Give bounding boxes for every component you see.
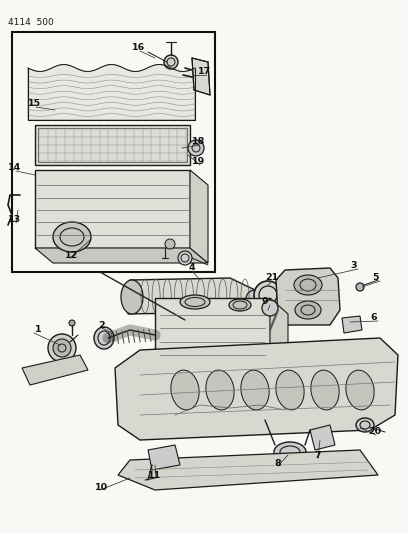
Polygon shape (192, 58, 210, 95)
Circle shape (356, 283, 364, 291)
Ellipse shape (229, 299, 251, 311)
Polygon shape (28, 64, 195, 120)
Ellipse shape (241, 370, 269, 410)
Ellipse shape (294, 275, 322, 295)
Text: 5: 5 (372, 273, 379, 282)
Ellipse shape (206, 370, 234, 410)
Polygon shape (22, 355, 88, 385)
Circle shape (188, 140, 204, 156)
Text: 1: 1 (35, 326, 42, 335)
Text: 10: 10 (95, 482, 108, 491)
Text: 16: 16 (132, 44, 145, 52)
Polygon shape (270, 298, 288, 392)
Ellipse shape (356, 418, 374, 432)
Text: 7: 7 (315, 450, 322, 459)
Text: 13: 13 (8, 215, 21, 224)
Text: 2: 2 (99, 320, 105, 329)
Polygon shape (155, 376, 288, 392)
Ellipse shape (346, 370, 374, 410)
Polygon shape (148, 445, 180, 470)
Text: 21: 21 (265, 273, 279, 282)
Ellipse shape (121, 280, 143, 314)
Text: 4: 4 (188, 263, 195, 272)
Circle shape (69, 320, 75, 326)
Text: 12: 12 (65, 251, 78, 260)
Polygon shape (310, 425, 335, 450)
Text: 15: 15 (28, 100, 41, 109)
Circle shape (178, 251, 192, 265)
Text: 6: 6 (370, 313, 377, 322)
Circle shape (165, 239, 175, 249)
Text: 11: 11 (148, 471, 161, 480)
Circle shape (53, 339, 71, 357)
Ellipse shape (53, 222, 91, 252)
Polygon shape (115, 338, 398, 440)
Circle shape (262, 300, 278, 316)
Text: 4114  500: 4114 500 (8, 18, 54, 27)
Bar (12, 32, 215, 272)
Text: 9: 9 (262, 297, 268, 306)
Polygon shape (35, 248, 208, 263)
Circle shape (48, 334, 76, 362)
Text: 3: 3 (350, 262, 357, 271)
Ellipse shape (94, 327, 114, 349)
Circle shape (164, 55, 178, 69)
Text: 17: 17 (198, 68, 211, 77)
Ellipse shape (180, 295, 210, 309)
Text: 19: 19 (192, 157, 205, 166)
Text: 20: 20 (368, 427, 381, 437)
Bar (38, 128, 187, 162)
Ellipse shape (295, 301, 321, 319)
Ellipse shape (311, 370, 339, 410)
Polygon shape (118, 450, 378, 490)
Bar (35, 170, 190, 248)
Ellipse shape (246, 290, 264, 308)
Text: 18: 18 (192, 138, 205, 147)
Polygon shape (128, 278, 255, 314)
Ellipse shape (171, 370, 199, 410)
Text: 14: 14 (8, 164, 21, 173)
Circle shape (254, 281, 282, 309)
Ellipse shape (274, 442, 306, 462)
Ellipse shape (276, 370, 304, 410)
Polygon shape (190, 170, 208, 263)
Bar (35, 125, 190, 165)
Polygon shape (342, 316, 362, 333)
Text: 8: 8 (275, 458, 282, 467)
Polygon shape (276, 268, 340, 325)
Bar (155, 298, 270, 376)
